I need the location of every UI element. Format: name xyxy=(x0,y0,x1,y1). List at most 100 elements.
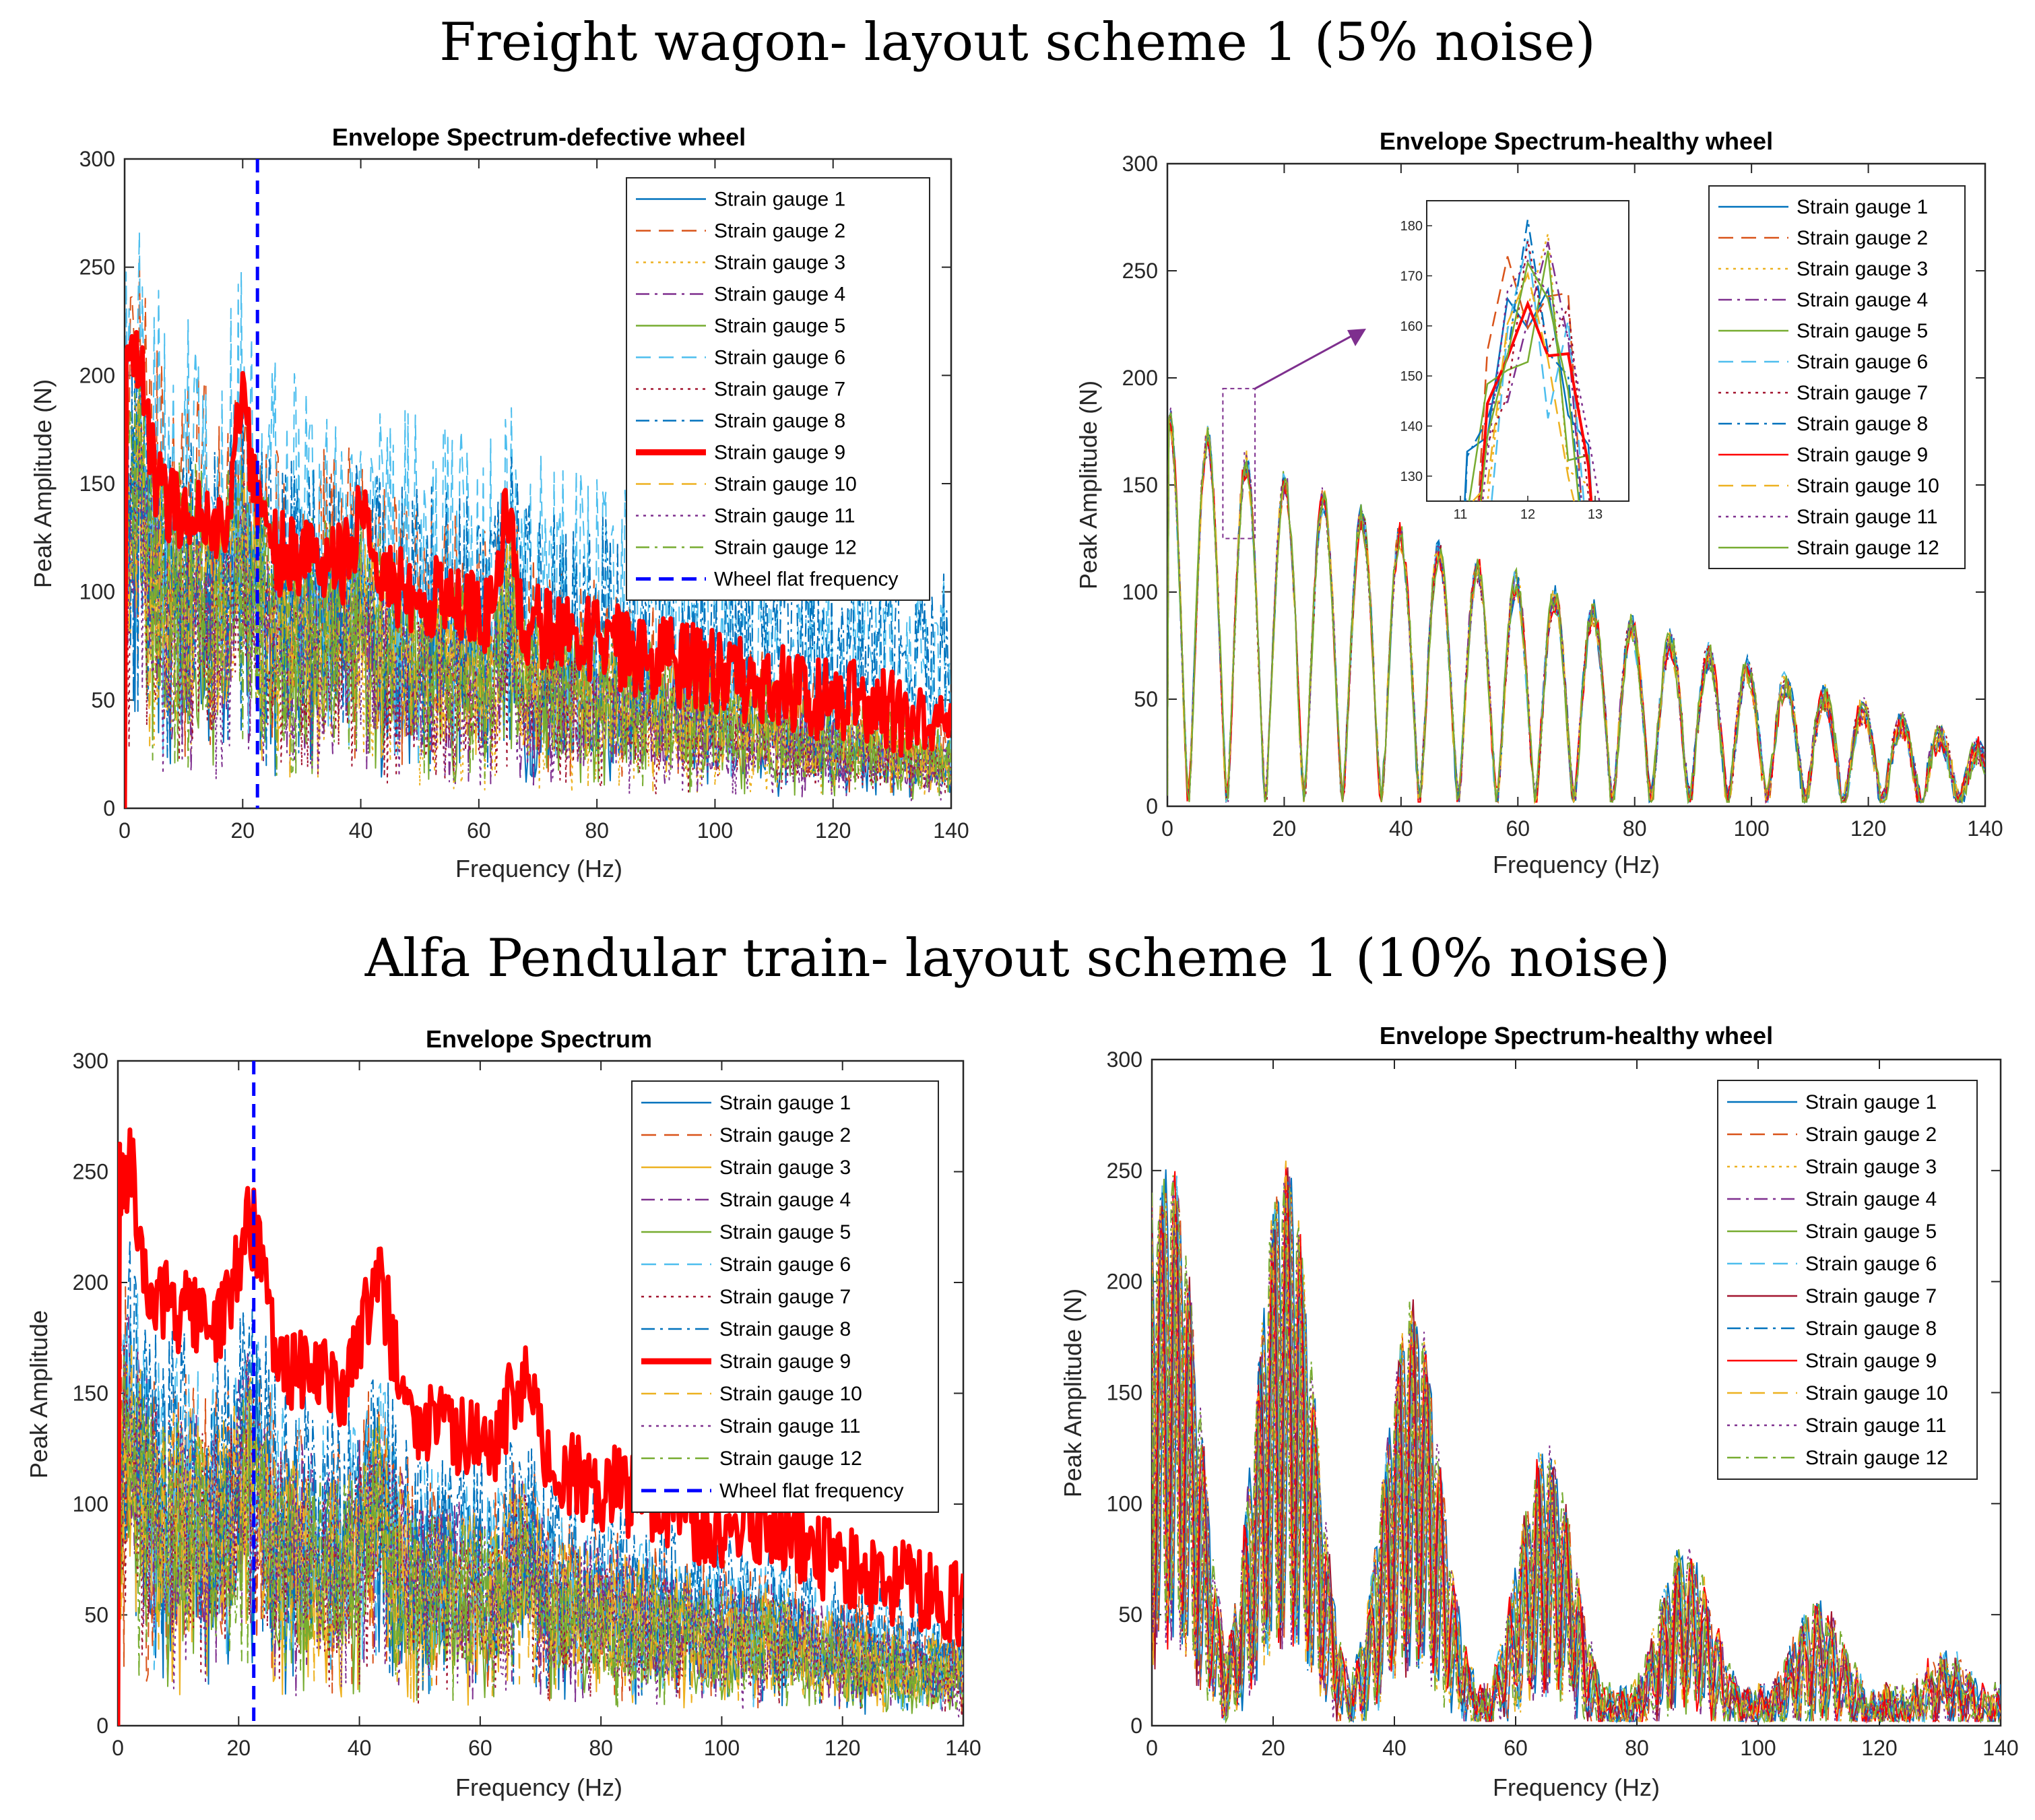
x-tick-label: 140 xyxy=(1967,816,2003,841)
y-tick-label: 100 xyxy=(73,1492,108,1516)
inset-series-line-10 xyxy=(1471,271,1575,501)
section-title-freight: Freight wagon- layout scheme 1 (5% noise… xyxy=(439,12,1596,73)
series-group xyxy=(1152,1161,2001,1724)
series-line-9 xyxy=(118,1127,963,1726)
y-tick-label: 100 xyxy=(79,580,115,604)
inset-y-tick-label: 180 xyxy=(1400,219,1423,234)
legend-label: Wheel flat frequency xyxy=(714,568,898,591)
legend-box xyxy=(631,1080,939,1513)
legend-label: Strain gauge 9 xyxy=(1805,1350,1937,1372)
y-tick-label: 300 xyxy=(1107,1047,1142,1072)
x-tick-label: 20 xyxy=(226,1736,251,1760)
y-tick-label: 200 xyxy=(79,363,115,387)
legend-label: Strain gauge 11 xyxy=(1805,1415,1947,1437)
legend-label: Strain gauge 8 xyxy=(714,410,845,432)
inset-series-line-4 xyxy=(1478,241,1583,501)
x-tick-label: 120 xyxy=(825,1736,860,1760)
series-line-4 xyxy=(1152,1176,2001,1724)
inset-series-group xyxy=(1464,219,1601,501)
legend-label: Strain gauge 12 xyxy=(714,537,857,559)
y-axis-label: Peak Amplitude (N) xyxy=(1059,1289,1087,1497)
legend-label: Strain gauge 2 xyxy=(719,1124,851,1146)
legend-label: Strain gauge 4 xyxy=(714,284,845,306)
legend-label: Strain gauge 10 xyxy=(1797,475,1939,497)
x-tick-label: 120 xyxy=(815,818,851,843)
y-tick-label: 50 xyxy=(1134,687,1158,711)
x-tick-label: 140 xyxy=(945,1736,981,1760)
x-tick-label: 40 xyxy=(348,1736,372,1760)
legend-label: Strain gauge 3 xyxy=(1797,258,1928,280)
legend-label: Strain gauge 11 xyxy=(714,505,855,527)
x-tick-label: 140 xyxy=(933,818,969,843)
x-tick-label: 60 xyxy=(1504,1736,1528,1760)
inset-arrow-line xyxy=(1254,334,1353,390)
legend-label: Strain gauge 11 xyxy=(719,1415,861,1437)
legend-label: Strain gauge 2 xyxy=(1797,227,1928,249)
legend-label: Strain gauge 5 xyxy=(1797,320,1928,342)
x-tick-label: 0 xyxy=(112,1736,124,1760)
y-tick-label: 50 xyxy=(84,1603,108,1627)
legend-label: Strain gauge 5 xyxy=(1805,1221,1937,1243)
legend-label: Strain gauge 7 xyxy=(719,1286,851,1308)
x-tick-label: 140 xyxy=(1982,1736,2018,1760)
y-tick-label: 300 xyxy=(79,147,115,171)
legend-label: Strain gauge 12 xyxy=(1805,1447,1948,1469)
legend-label: Strain gauge 1 xyxy=(1797,196,1928,218)
y-tick-label: 0 xyxy=(96,1714,108,1738)
legend-label: Strain gauge 12 xyxy=(719,1448,862,1470)
x-tick-label: 0 xyxy=(1161,816,1173,841)
x-tick-label: 40 xyxy=(349,818,373,843)
legend-label: Strain gauge 11 xyxy=(1797,506,1938,528)
y-tick-label: 50 xyxy=(91,688,115,712)
legend-label: Strain gauge 5 xyxy=(719,1221,851,1243)
series-group xyxy=(118,1127,963,1726)
legend-label: Strain gauge 4 xyxy=(1805,1188,1937,1210)
y-tick-label: 100 xyxy=(1107,1491,1142,1516)
y-tick-label: 300 xyxy=(1122,152,1158,176)
x-tick-label: 40 xyxy=(1389,816,1413,841)
chart-title: Envelope Spectrum xyxy=(426,1025,652,1053)
legend-label: Strain gauge 3 xyxy=(1805,1156,1937,1178)
y-tick-label: 300 xyxy=(73,1049,108,1073)
x-axis-label: Frequency (Hz) xyxy=(1493,1774,1660,1801)
legend-label: Strain gauge 1 xyxy=(714,189,845,211)
legend-label: Strain gauge 10 xyxy=(719,1383,862,1405)
y-tick-label: 50 xyxy=(1118,1602,1142,1627)
series-line-9 xyxy=(125,329,951,808)
legend-label: Strain gauge 5 xyxy=(714,315,845,337)
inset-plot xyxy=(1426,200,1629,502)
y-tick-label: 250 xyxy=(1107,1159,1142,1183)
x-tick-label: 100 xyxy=(1740,1736,1776,1760)
x-tick-label: 20 xyxy=(230,818,255,843)
inset-series-line-2 xyxy=(1477,256,1582,501)
legend-box xyxy=(626,177,930,601)
inset-x-tick-label: 13 xyxy=(1588,507,1603,522)
legend-label: Strain gauge 9 xyxy=(714,442,845,464)
legend-label: Strain gauge 2 xyxy=(714,220,845,242)
legend-label: Strain gauge 8 xyxy=(1797,413,1928,435)
y-tick-label: 150 xyxy=(79,472,115,496)
series-line-8 xyxy=(1152,1181,2001,1724)
y-tick-label: 250 xyxy=(73,1160,108,1184)
y-axis-label: Peak Amplitude xyxy=(25,1310,53,1478)
legend-label: Strain gauge 4 xyxy=(1797,289,1928,311)
legend-label: Strain gauge 6 xyxy=(1797,351,1928,373)
series-line-12 xyxy=(118,1356,963,1726)
y-tick-label: 250 xyxy=(79,255,115,280)
series-group xyxy=(125,231,951,808)
legend-label: Strain gauge 2 xyxy=(1805,1124,1937,1146)
chart-title: Envelope Spectrum-healthy wheel xyxy=(1380,1022,1773,1049)
x-axis-label: Frequency (Hz) xyxy=(1493,851,1660,878)
legend-label: Strain gauge 7 xyxy=(1797,382,1928,404)
legend-label: Strain gauge 7 xyxy=(714,379,845,401)
y-tick-label: 0 xyxy=(1130,1714,1142,1738)
x-axis-label: Frequency (Hz) xyxy=(455,1774,622,1801)
legend-label: Strain gauge 10 xyxy=(714,474,857,496)
y-axis-label: Peak Amplitude (N) xyxy=(1074,381,1102,589)
x-tick-label: 80 xyxy=(589,1736,613,1760)
legend-box xyxy=(1717,1080,1978,1480)
inset-series-line-6 xyxy=(1491,239,1585,501)
legend-label: Wheel flat frequency xyxy=(719,1480,903,1502)
inset-y-tick-label: 150 xyxy=(1400,369,1423,384)
